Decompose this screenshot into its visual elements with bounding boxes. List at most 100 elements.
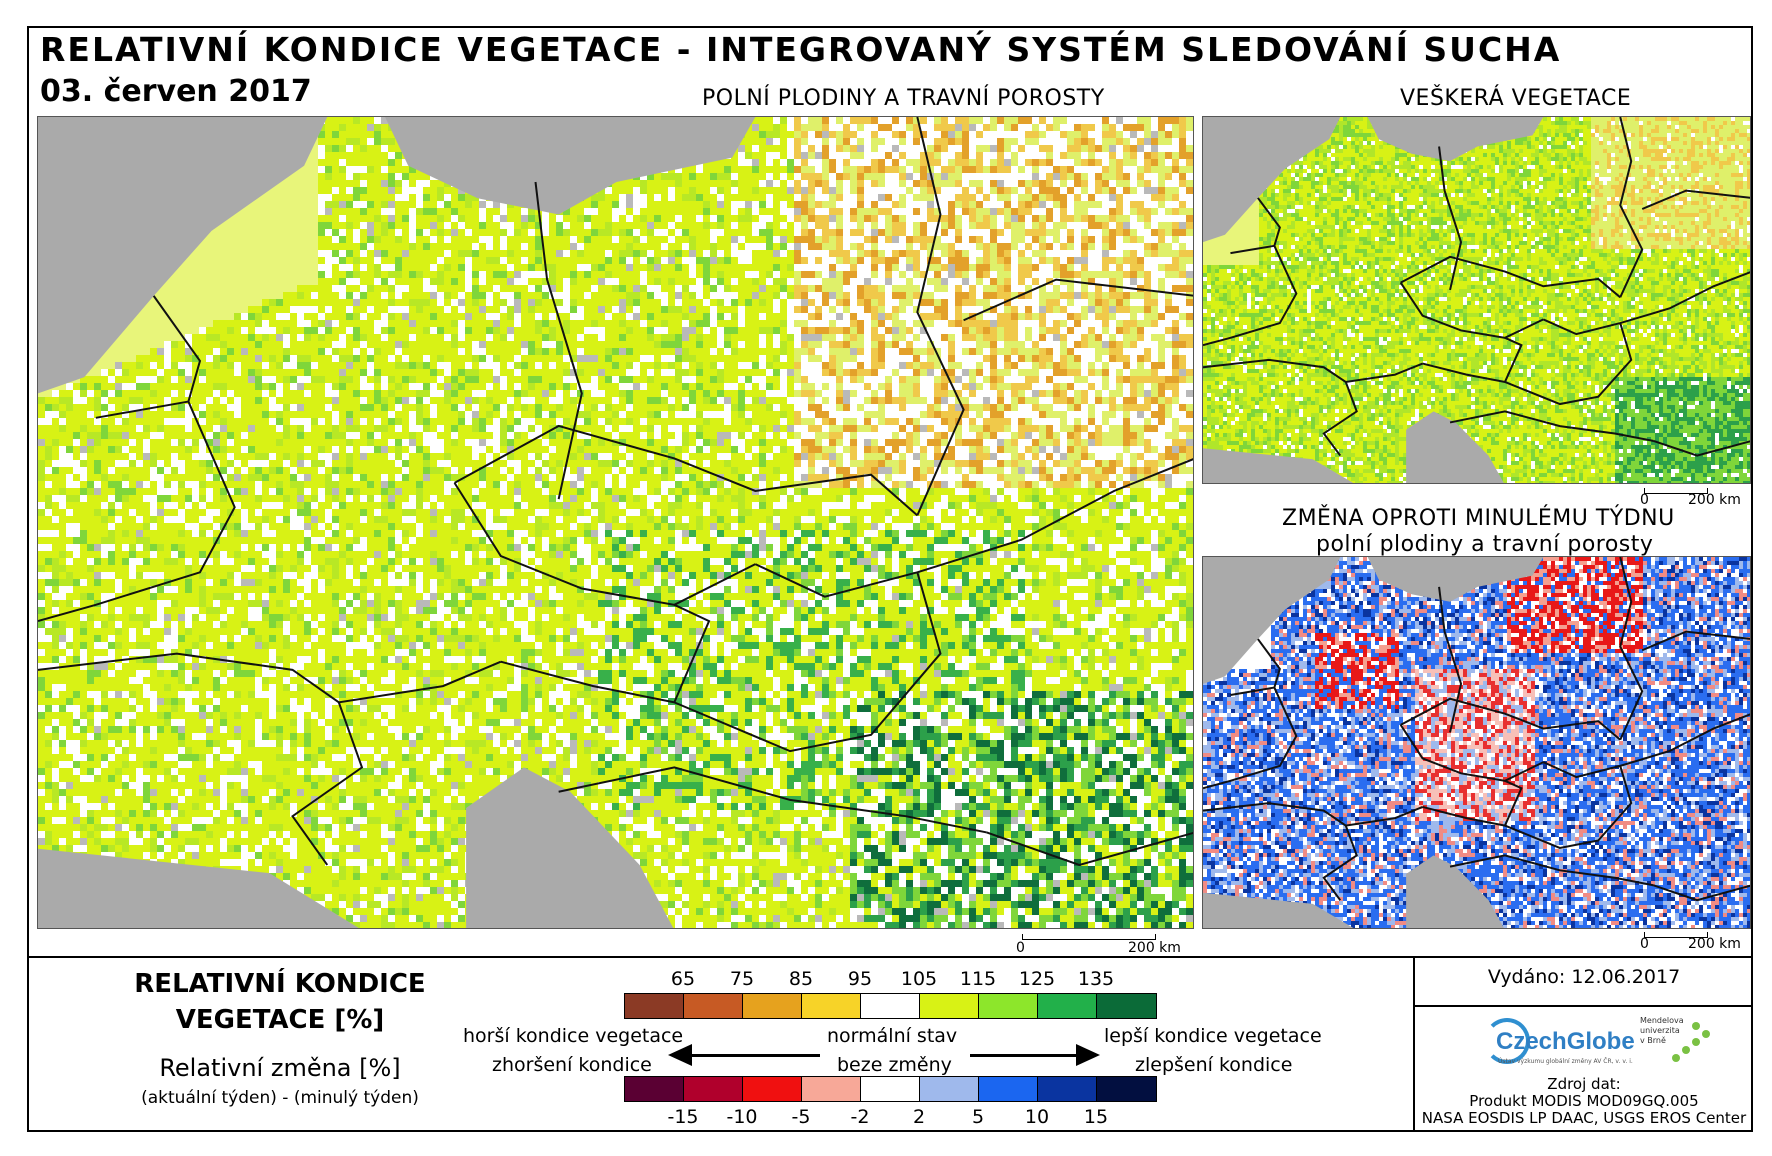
- change-swatch: [1038, 1077, 1097, 1101]
- date-label: 03. červen 2017: [40, 74, 312, 109]
- tick-label: -5: [792, 1106, 811, 1128]
- change-legend-title: Relativní změna [%]: [120, 1054, 440, 1082]
- mendel-logo-text: Mendelova univerzita v Brně: [1640, 1016, 1684, 1046]
- scalebar-end: 200 km: [1688, 936, 1741, 952]
- info-divider: [1413, 956, 1415, 1132]
- change-colorbar: [624, 1076, 1157, 1102]
- czechglobe-logo[interactable]: CzechGlobe Ústav výzkumu globální změny …: [1478, 1014, 1638, 1068]
- tick-label: 65: [671, 968, 695, 990]
- change-swatch: [861, 1077, 920, 1101]
- change-legend-formula: (aktuální týden) - (minulý týden): [120, 1088, 440, 1108]
- scalebar-line: [1644, 932, 1708, 938]
- main-map[interactable]: [37, 116, 1194, 929]
- change-swatch: [1097, 1077, 1156, 1101]
- raster-layer: [1203, 557, 1750, 928]
- tick-label: 5: [972, 1106, 984, 1128]
- scalebar-line: [1644, 488, 1708, 494]
- legend-title-line1: RELATIVNÍ KONDICE: [120, 966, 440, 1002]
- data-source: Zdroj dat: Produkt MODIS MOD09GQ.005 NAS…: [1415, 1076, 1753, 1127]
- tick-label: 2: [913, 1106, 925, 1128]
- tick-label: -15: [667, 1106, 698, 1128]
- right-arrow-line: [970, 1054, 1084, 1057]
- source-line2: NASA EOSDIS LP DAAC, USGS EROS Center: [1415, 1110, 1753, 1127]
- tick-label: 135: [1078, 968, 1114, 990]
- mendel-logo[interactable]: Mendelova univerzita v Brně: [1640, 1014, 1720, 1070]
- czechglobe-logo-text: CzechGlobe: [1496, 1028, 1635, 1056]
- condition-colorbar: [624, 993, 1157, 1019]
- condition-swatch: [1038, 994, 1097, 1018]
- country-borders: [1203, 557, 1750, 902]
- tick-label: 125: [1019, 968, 1055, 990]
- left-arrow-line: [680, 1054, 820, 1057]
- all-vegetation-map[interactable]: [1202, 116, 1751, 484]
- tick-label: -2: [851, 1106, 870, 1128]
- source-line1: Produkt MODIS MOD09GQ.005: [1415, 1093, 1753, 1110]
- change-map-sublabel: polní plodiny a travní porosty: [1316, 532, 1653, 557]
- mendel-dot-icon: [1682, 1046, 1690, 1054]
- main-map-label: POLNÍ PLODINY A TRAVNÍ POROSTY: [702, 86, 1105, 111]
- legend-title-line2: VEGETACE [%]: [120, 1002, 440, 1038]
- condition-swatch: [861, 994, 920, 1018]
- all-vegetation-map-label: VEŠKERÁ VEGETACE: [1400, 86, 1631, 111]
- country-borders: [38, 117, 1193, 867]
- mendel-dot-icon: [1702, 1030, 1710, 1038]
- tick-label: 75: [730, 968, 754, 990]
- scalebar-start: 0: [1640, 492, 1649, 508]
- mendel-dot-icon: [1692, 1022, 1700, 1030]
- mendel-dot-icon: [1672, 1054, 1680, 1062]
- legend-divider: [27, 956, 1753, 958]
- sea-layer: [1203, 117, 1544, 483]
- scalebar-end: 200 km: [1688, 492, 1741, 508]
- page-title: RELATIVNÍ KONDICE VEGETACE - INTEGROVANÝ…: [40, 30, 1561, 69]
- czechglobe-ring-icon: [1484, 1018, 1530, 1064]
- tick-label: 105: [901, 968, 937, 990]
- change-scalebar: 0 200 km: [1640, 926, 1752, 952]
- country-borders: [1203, 117, 1750, 457]
- worse-condition-label: horší kondice vegetace: [463, 1025, 683, 1047]
- legend-title: RELATIVNÍ KONDICE VEGETACE [%]: [120, 966, 440, 1038]
- condition-swatch: [1097, 994, 1156, 1018]
- no-change-label: beze změny: [837, 1054, 952, 1076]
- issued-date: Vydáno: 12.06.2017: [1415, 966, 1753, 988]
- raster-layer: [1203, 117, 1750, 483]
- all-vegetation-scalebar: 0 200 km: [1640, 482, 1752, 508]
- condition-swatch: [802, 994, 861, 1018]
- left-arrow-icon: [668, 1044, 692, 1066]
- czechglobe-tagline: Ústav výzkumu globální změny AV ČR, v. v…: [1498, 1058, 1633, 1065]
- tick-label: 95: [848, 968, 872, 990]
- condition-swatch: [684, 994, 743, 1018]
- main-scalebar: 0 200 km: [1016, 926, 1186, 956]
- condition-swatch: [743, 994, 802, 1018]
- sea-layer: [38, 117, 756, 928]
- tick-label: -10: [726, 1106, 757, 1128]
- condition-swatch: [625, 994, 684, 1018]
- change-swatch: [920, 1077, 979, 1101]
- scalebar-line: [1022, 934, 1156, 940]
- tick-label: 10: [1025, 1106, 1049, 1128]
- improvement-label: zlepšení kondice: [1135, 1054, 1292, 1076]
- tick-label: 85: [789, 968, 813, 990]
- right-arrow-icon: [1076, 1044, 1100, 1066]
- change-swatch: [979, 1077, 1038, 1101]
- normal-state-label: normální stav: [827, 1025, 957, 1047]
- scalebar-start: 0: [1640, 936, 1649, 952]
- tick-label: 15: [1084, 1106, 1108, 1128]
- tick-label: 115: [960, 968, 996, 990]
- condition-swatch: [979, 994, 1038, 1018]
- deterioration-label: zhoršení kondice: [492, 1054, 652, 1076]
- change-map-label: ZMĚNA OPROTI MINULÉMU TÝDNU: [1282, 506, 1675, 531]
- mendel-dot-icon: [1692, 1038, 1700, 1046]
- raster-layer: [38, 117, 1193, 928]
- sea-layer: [1203, 557, 1544, 928]
- source-label: Zdroj dat:: [1415, 1076, 1753, 1093]
- scalebar-start: 0: [1016, 940, 1025, 956]
- change-swatch: [802, 1077, 861, 1101]
- weekly-change-map[interactable]: [1202, 556, 1751, 929]
- condition-swatch: [920, 994, 979, 1018]
- better-condition-label: lepší kondice vegetace: [1104, 1025, 1322, 1047]
- change-swatch: [625, 1077, 684, 1101]
- scalebar-end: 200 km: [1128, 940, 1181, 956]
- change-swatch: [684, 1077, 743, 1101]
- change-swatch: [743, 1077, 802, 1101]
- issued-divider: [1413, 1005, 1753, 1007]
